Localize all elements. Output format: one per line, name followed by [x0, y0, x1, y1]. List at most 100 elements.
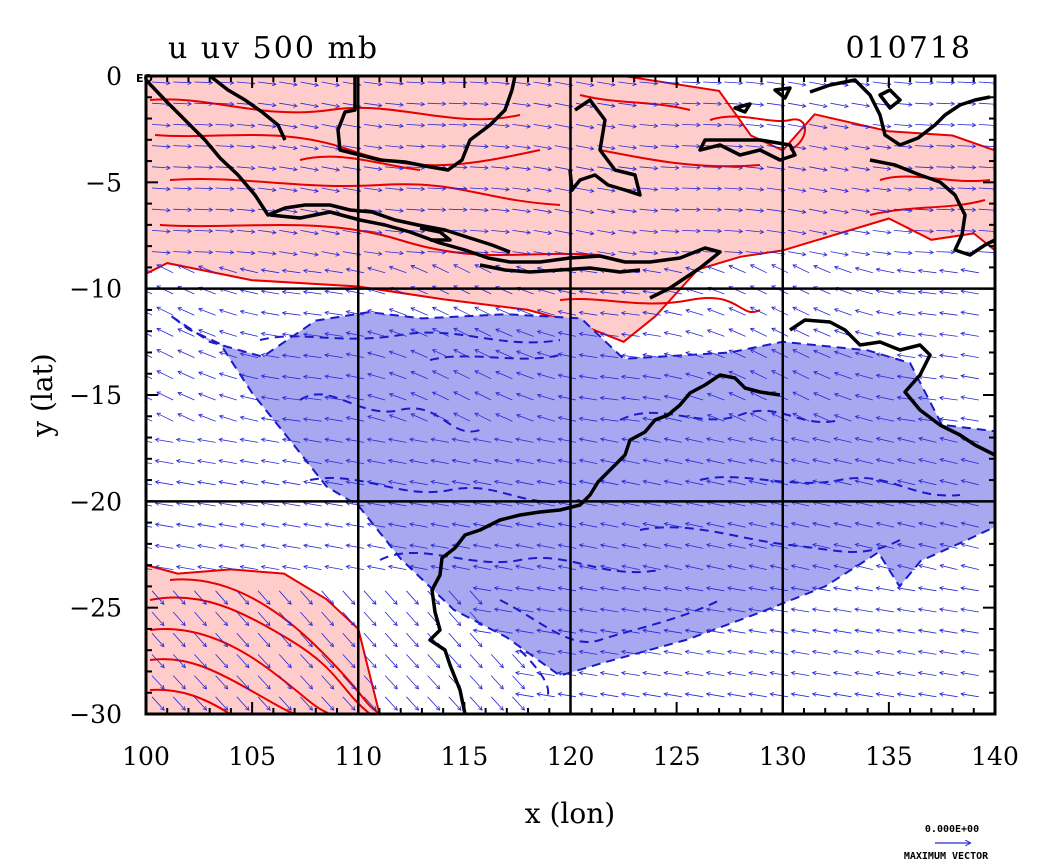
wind-vector-head [908, 123, 913, 128]
wind-vector-head [854, 309, 860, 314]
wind-vector-head [749, 370, 755, 375]
wind-vector-head [265, 621, 271, 627]
wind-vector [261, 460, 280, 464]
wind-vector-head [578, 649, 584, 655]
wind-vector-head [844, 230, 849, 236]
wind-vector-head [642, 353, 647, 358]
wind-vector [151, 166, 171, 169]
wind-vector-head [293, 230, 298, 235]
wind-vector-head [177, 307, 183, 312]
wind-vector-head [875, 649, 881, 655]
wind-vector-head [308, 642, 313, 648]
wind-vector-head [599, 374, 605, 380]
wind-vector [321, 590, 334, 605]
wind-vector [473, 544, 492, 549]
wind-vector [833, 651, 852, 655]
wind-vector-head [335, 82, 341, 87]
wind-vector-head [557, 373, 563, 378]
wind-vector-head [557, 543, 563, 548]
wind-vector [469, 102, 489, 105]
wind-vector-head [706, 350, 712, 355]
wind-vector [219, 438, 237, 443]
wind-vector-head [813, 264, 818, 270]
wind-vector-head [727, 543, 733, 548]
wind-vector [172, 611, 186, 626]
wind-vector [750, 412, 767, 422]
wind-vector-head [345, 522, 351, 527]
wind-vector-head [218, 372, 224, 377]
wind-vector [621, 523, 640, 528]
wind-vector [261, 417, 280, 422]
wind-vector-head [350, 621, 356, 627]
wind-vector-head [495, 328, 500, 333]
wind-vector [197, 460, 216, 464]
wind-vector-head [388, 265, 394, 270]
wind-vector [452, 438, 471, 443]
wind-vector-head [409, 437, 414, 442]
wind-vector-head [960, 457, 966, 463]
wind-vector-head [536, 649, 541, 655]
wind-vector [240, 523, 259, 528]
wind-vector-head [493, 437, 499, 442]
date-label: 010718 [845, 31, 972, 66]
wind-vector [664, 480, 683, 486]
wind-vector-head [271, 145, 277, 150]
wind-vector [621, 587, 640, 592]
wind-vector-head [324, 458, 330, 464]
wind-vector-head [896, 607, 902, 612]
wind-vector-head [717, 186, 723, 191]
wind-vector-head [208, 249, 214, 255]
wind-vector [279, 187, 298, 192]
wind-vector [618, 124, 637, 128]
wind-vector-head [938, 649, 944, 655]
wind-vector-head [420, 186, 426, 192]
wind-vector [474, 412, 492, 422]
wind-vector-head [451, 564, 457, 570]
wind-vector-head [472, 607, 478, 612]
wind-vector-head [675, 165, 680, 170]
wind-vector [146, 354, 153, 358]
wind-vector [303, 544, 322, 549]
wind-vector [893, 187, 912, 190]
wind-vector-head [175, 543, 181, 549]
wind-vector-head [706, 413, 712, 419]
wind-vector [432, 328, 449, 337]
wind-vector-head [854, 521, 860, 527]
wind-vector [830, 102, 849, 107]
wind-vector-head [208, 122, 214, 128]
wind-vector-head [865, 230, 871, 236]
wind-vector-head [229, 186, 235, 192]
wind-vector-head [865, 188, 871, 193]
wind-vector-head [632, 251, 638, 256]
wind-vector-head [367, 330, 372, 335]
wind-vector [173, 251, 192, 253]
wind-vector [600, 523, 619, 528]
wind-vector [706, 501, 725, 507]
wind-vector [346, 374, 365, 380]
wind-vector [621, 693, 640, 698]
wind-vector [384, 696, 398, 711]
wind-vector-head [166, 207, 171, 213]
wind-vector [385, 166, 404, 169]
wind-vector-head [367, 372, 372, 377]
wind-vector [724, 187, 743, 190]
wind-vector [515, 459, 534, 464]
wind-vector-head [748, 479, 754, 484]
wind-vector-head [620, 395, 626, 401]
wind-vector-head [181, 600, 186, 605]
wind-vector [197, 481, 216, 486]
wind-vector-head [790, 542, 796, 548]
wind-vector [727, 459, 746, 464]
wind-vector [834, 565, 852, 570]
wind-vector [812, 522, 831, 528]
wind-vector-head [875, 352, 881, 357]
wind-vector [515, 587, 534, 592]
wind-vector [473, 587, 492, 592]
wind-vector [346, 481, 365, 486]
wind-vector [876, 396, 895, 401]
x-tick-label: 110 [334, 742, 382, 771]
wind-vector [146, 462, 153, 464]
wind-vector [940, 522, 958, 528]
wind-vector-head [202, 621, 207, 627]
wind-vector-head [811, 628, 817, 634]
